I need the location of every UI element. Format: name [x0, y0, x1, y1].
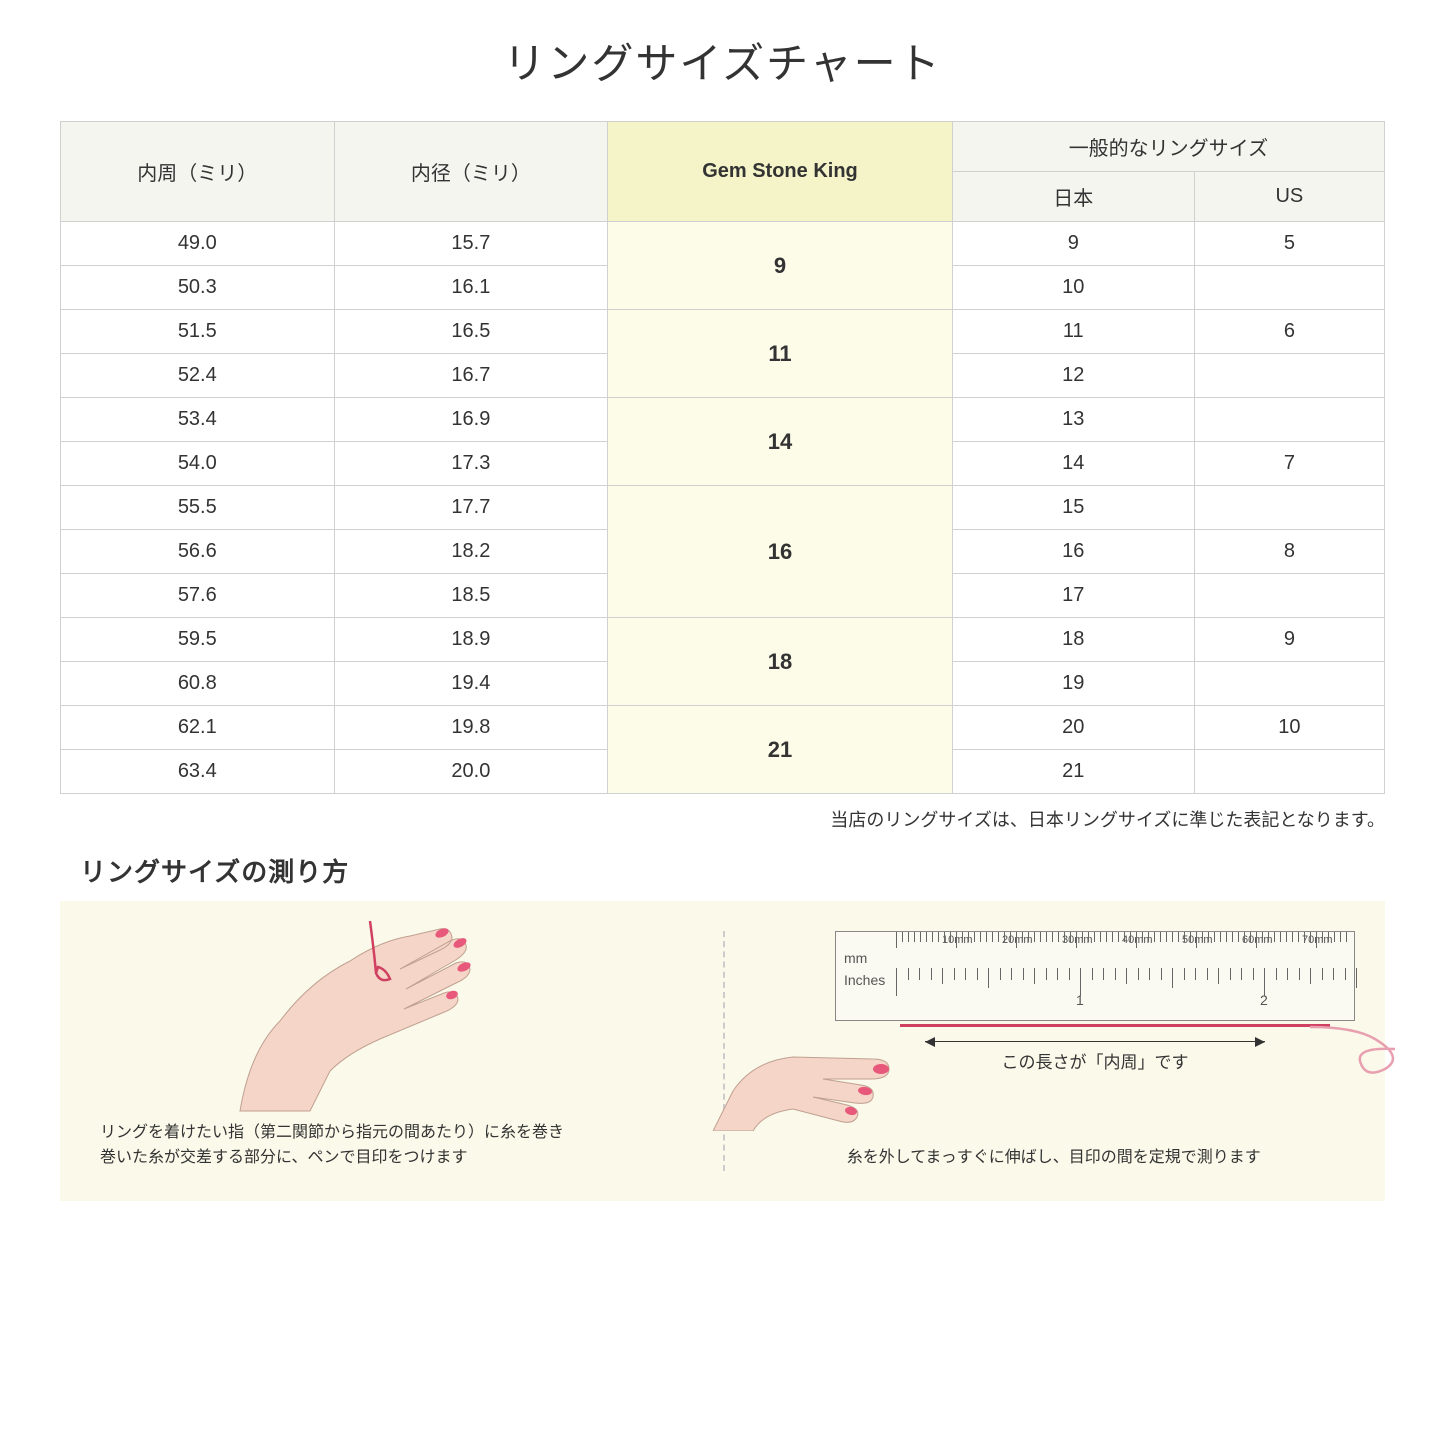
cell-dia: 18.2: [334, 530, 608, 574]
cell-jp: 12: [952, 354, 1194, 398]
cell-circ: 56.6: [61, 530, 335, 574]
header-gsk: Gem Stone King: [608, 122, 953, 222]
thread-curl: [1305, 999, 1425, 1079]
cell-circ: 50.3: [61, 266, 335, 310]
table-row: 53.416.91413: [61, 398, 1385, 442]
cell-us: [1194, 266, 1384, 310]
cell-jp: 21: [952, 750, 1194, 794]
header-us: US: [1194, 172, 1384, 222]
howto-section: リングを着けたい指（第二関節から指元の間あたり）に糸を巻き巻いた糸が交差する部分…: [60, 901, 1385, 1201]
cell-us: [1194, 354, 1384, 398]
cell-gsk: 11: [608, 310, 953, 398]
size-table: 内周（ミリ） 内径（ミリ） Gem Stone King 一般的なリングサイズ …: [60, 121, 1385, 794]
table-row: 59.518.918189: [61, 618, 1385, 662]
cell-us: [1194, 750, 1384, 794]
cell-us: 5: [1194, 222, 1384, 266]
cell-dia: 18.5: [334, 574, 608, 618]
cell-dia: 17.3: [334, 442, 608, 486]
howto-right-panel: 10mm20mm30mm40mm50mm60mm70mm mm Inches 1…: [723, 921, 1386, 1171]
cell-jp: 10: [952, 266, 1194, 310]
cell-jp: 13: [952, 398, 1194, 442]
cell-circ: 55.5: [61, 486, 335, 530]
cell-gsk: 21: [608, 706, 953, 794]
cell-circ: 62.1: [61, 706, 335, 750]
hand-wrap-illustration: [180, 911, 600, 1131]
cell-gsk: 9: [608, 222, 953, 310]
cell-dia: 19.4: [334, 662, 608, 706]
cell-dia: 20.0: [334, 750, 608, 794]
cell-dia: 16.7: [334, 354, 608, 398]
cell-dia: 17.7: [334, 486, 608, 530]
table-row: 51.516.511116: [61, 310, 1385, 354]
cell-us: [1194, 486, 1384, 530]
cell-us: [1194, 662, 1384, 706]
header-general: 一般的なリングサイズ: [952, 122, 1384, 172]
cell-circ: 53.4: [61, 398, 335, 442]
cell-circ: 60.8: [61, 662, 335, 706]
cell-us: 7: [1194, 442, 1384, 486]
howto-title: リングサイズの測り方: [80, 852, 1385, 889]
header-circumference: 内周（ミリ）: [61, 122, 335, 222]
cell-circ: 54.0: [61, 442, 335, 486]
cell-dia: 16.5: [334, 310, 608, 354]
cell-gsk: 18: [608, 618, 953, 706]
table-row: 62.119.8212010: [61, 706, 1385, 750]
cell-dia: 16.9: [334, 398, 608, 442]
table-row: 55.517.71615: [61, 486, 1385, 530]
chart-title: リングサイズチャート: [60, 30, 1385, 91]
table-row: 49.015.7995: [61, 222, 1385, 266]
cell-jp: 18: [952, 618, 1194, 662]
cell-jp: 15: [952, 486, 1194, 530]
cell-dia: 19.8: [334, 706, 608, 750]
measure-arrow: この長さが「内周」です: [925, 1041, 1265, 1073]
hand-point-illustration: [713, 981, 933, 1131]
cell-us: 6: [1194, 310, 1384, 354]
cell-circ: 49.0: [61, 222, 335, 266]
cell-circ: 52.4: [61, 354, 335, 398]
cell-circ: 63.4: [61, 750, 335, 794]
cell-us: 8: [1194, 530, 1384, 574]
thread-line: [900, 1024, 1330, 1027]
cell-jp: 20: [952, 706, 1194, 750]
cell-dia: 18.9: [334, 618, 608, 662]
note-text: 当店のリングサイズは、日本リングサイズに準じた表記となります。: [60, 806, 1385, 832]
cell-dia: 15.7: [334, 222, 608, 266]
cell-us: [1194, 398, 1384, 442]
header-japan: 日本: [952, 172, 1194, 222]
cell-gsk: 16: [608, 486, 953, 618]
cell-jp: 17: [952, 574, 1194, 618]
cell-jp: 14: [952, 442, 1194, 486]
cell-jp: 16: [952, 530, 1194, 574]
cell-jp: 19: [952, 662, 1194, 706]
cell-circ: 57.6: [61, 574, 335, 618]
cell-us: 10: [1194, 706, 1384, 750]
howto-left-caption: リングを着けたい指（第二関節から指元の間あたり）に糸を巻き巻いた糸が交差する部分…: [60, 1120, 723, 1171]
cell-dia: 16.1: [334, 266, 608, 310]
cell-circ: 51.5: [61, 310, 335, 354]
header-diameter: 内径（ミリ）: [334, 122, 608, 222]
cell-circ: 59.5: [61, 618, 335, 662]
cell-jp: 9: [952, 222, 1194, 266]
cell-us: [1194, 574, 1384, 618]
measure-label: この長さが「内周」です: [1002, 1053, 1189, 1072]
ruler-mm-unit: mm: [844, 950, 867, 966]
howto-left-panel: リングを着けたい指（第二関節から指元の間あたり）に糸を巻き巻いた糸が交差する部分…: [60, 921, 723, 1171]
cell-us: 9: [1194, 618, 1384, 662]
howto-right-caption: 糸を外してまっすぐに伸ばし、目印の間を定規で測ります: [723, 1145, 1386, 1171]
cell-jp: 11: [952, 310, 1194, 354]
cell-gsk: 14: [608, 398, 953, 486]
